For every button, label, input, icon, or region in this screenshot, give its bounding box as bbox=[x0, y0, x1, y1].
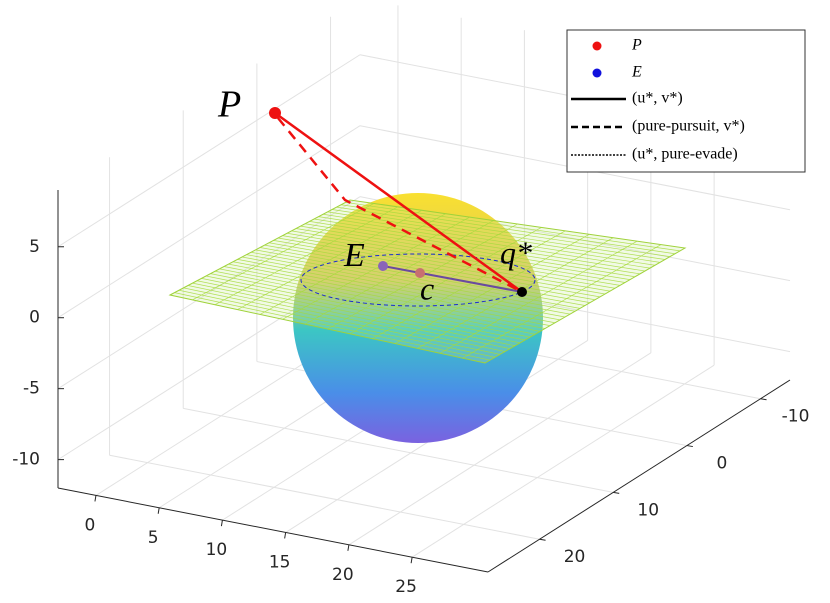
legend-label: (u*, pure-evade) bbox=[632, 146, 738, 163]
plane-mesh bbox=[394, 233, 590, 344]
plane-face bbox=[168, 199, 687, 364]
x-tick-label: 5 bbox=[148, 528, 159, 548]
z-tick-label: 5 bbox=[29, 237, 40, 257]
z-tick-label: -5 bbox=[23, 379, 40, 399]
plane bbox=[168, 199, 687, 364]
equator bbox=[300, 253, 536, 307]
legend bbox=[566, 29, 806, 173]
grid-line bbox=[411, 364, 715, 558]
tick-mark bbox=[157, 507, 160, 514]
evader-path bbox=[382, 265, 523, 293]
legend-marker bbox=[592, 68, 602, 78]
plane-mesh bbox=[259, 213, 446, 315]
grid-line bbox=[183, 407, 614, 493]
tick-mark bbox=[539, 538, 546, 541]
pursuit-path bbox=[277, 117, 523, 294]
z-tick-label: -10 bbox=[12, 450, 40, 470]
grid-line bbox=[57, 54, 361, 248]
plane-mesh bbox=[304, 220, 494, 325]
label-q: q* bbox=[500, 234, 532, 270]
x-tick-label: 10 bbox=[206, 540, 228, 560]
plane-mesh bbox=[349, 227, 542, 335]
x-tick-label: 0 bbox=[85, 515, 96, 535]
plane-mesh bbox=[214, 206, 399, 306]
label-e: E bbox=[343, 237, 365, 274]
y-tick-label: 0 bbox=[716, 454, 727, 474]
tick-mark bbox=[613, 491, 620, 494]
pursuer-path bbox=[274, 111, 523, 294]
legend-label: (pure-pursuit, v*) bbox=[632, 118, 745, 135]
legend-marker bbox=[592, 41, 602, 51]
tick-mark bbox=[347, 544, 350, 551]
grid-line bbox=[57, 196, 361, 390]
plane-mesh bbox=[282, 216, 470, 320]
y-tick-label: 10 bbox=[637, 500, 659, 520]
x-tick-label: 15 bbox=[269, 552, 291, 572]
legend-label: (u*, v*) bbox=[632, 90, 683, 107]
capture-point bbox=[517, 287, 527, 297]
tick-mark bbox=[760, 398, 767, 401]
evader bbox=[378, 261, 388, 271]
grid-line bbox=[348, 352, 652, 546]
plane-mesh bbox=[237, 209, 422, 310]
y-axis bbox=[487, 379, 791, 573]
pursuer bbox=[269, 107, 281, 119]
legend-items: PE (u*, v*) (pure-pursuit, v*) (u*, pure-ev… bbox=[571, 37, 745, 163]
plane-mesh bbox=[192, 203, 375, 301]
x-axis bbox=[57, 487, 489, 573]
tick-mark bbox=[94, 495, 97, 502]
plane-mesh bbox=[372, 230, 566, 340]
tick-mark bbox=[686, 445, 693, 448]
plane-mesh bbox=[462, 244, 662, 359]
legend-label: E bbox=[631, 64, 642, 81]
grid-line bbox=[109, 454, 540, 540]
tick-mark bbox=[410, 557, 413, 564]
label-p: P bbox=[217, 84, 241, 126]
grid-line bbox=[57, 125, 361, 319]
label-c: c bbox=[420, 270, 434, 306]
center bbox=[415, 268, 425, 278]
y-tick-label: -10 bbox=[782, 407, 810, 427]
plane-mesh bbox=[417, 237, 614, 349]
plane-mesh bbox=[439, 240, 638, 354]
tick-mark bbox=[284, 532, 287, 539]
x-tick-label: 25 bbox=[395, 577, 417, 597]
tick-mark bbox=[220, 520, 223, 527]
y-tick-label: 20 bbox=[564, 547, 586, 567]
x-tick-label: 20 bbox=[332, 565, 354, 585]
z-tick-label: 0 bbox=[29, 308, 40, 328]
legend-label: P bbox=[631, 37, 642, 54]
